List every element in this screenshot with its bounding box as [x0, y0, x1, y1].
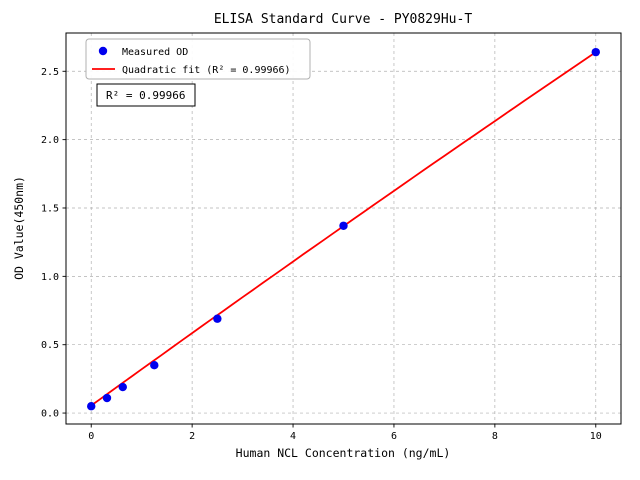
- chart-title: ELISA Standard Curve - PY0829Hu-T: [214, 12, 472, 27]
- data-point: [102, 393, 112, 403]
- x-tick-label: 6: [391, 431, 397, 442]
- measured-od-marker-icon: [98, 46, 108, 56]
- y-tick-label: 1.5: [41, 203, 59, 214]
- plot-layer: [87, 47, 600, 411]
- r-squared-annotation: R² = 0.99966: [96, 83, 196, 107]
- x-tick-label: 10: [590, 431, 602, 442]
- y-tick-label: 2.0: [41, 135, 59, 146]
- annotation-box: [96, 83, 196, 107]
- y-tick-label: 0.5: [41, 340, 59, 351]
- grid-layer: [66, 33, 621, 424]
- x-tick-label: 0: [88, 431, 94, 442]
- legend-box: [85, 38, 311, 80]
- x-tick-label: 2: [189, 431, 195, 442]
- data-point: [150, 361, 159, 370]
- data-point: [213, 314, 222, 323]
- x-axis-label: Human NCL Concentration (ng/mL): [236, 446, 451, 460]
- plot-frame: [65, 32, 622, 425]
- data-point: [339, 221, 348, 230]
- data-point: [591, 47, 600, 57]
- x-tick-label: 8: [492, 431, 498, 442]
- y-tick-label: 0.0: [41, 409, 59, 420]
- legend-label-measured-od: Measured OD: [122, 47, 188, 58]
- data-point: [87, 402, 96, 411]
- legend: Measured OD Quadratic fit (R² = 0.99966): [85, 38, 311, 80]
- legend-label-quadratic-fit: Quadratic fit (R² = 0.99966): [122, 65, 291, 76]
- tick-layer: 0 2 4 6 8 10 0.0 0.5 1.0 1.5 2.0 2.5: [41, 67, 602, 442]
- y-tick-label: 1.0: [41, 272, 59, 283]
- y-tick-label: 2.5: [41, 67, 59, 78]
- annotation-text: R² = 0.99966: [106, 89, 185, 102]
- y-axis-label: OD Value(450nm): [12, 176, 26, 280]
- data-point: [118, 382, 127, 392]
- x-tick-label: 4: [290, 431, 296, 442]
